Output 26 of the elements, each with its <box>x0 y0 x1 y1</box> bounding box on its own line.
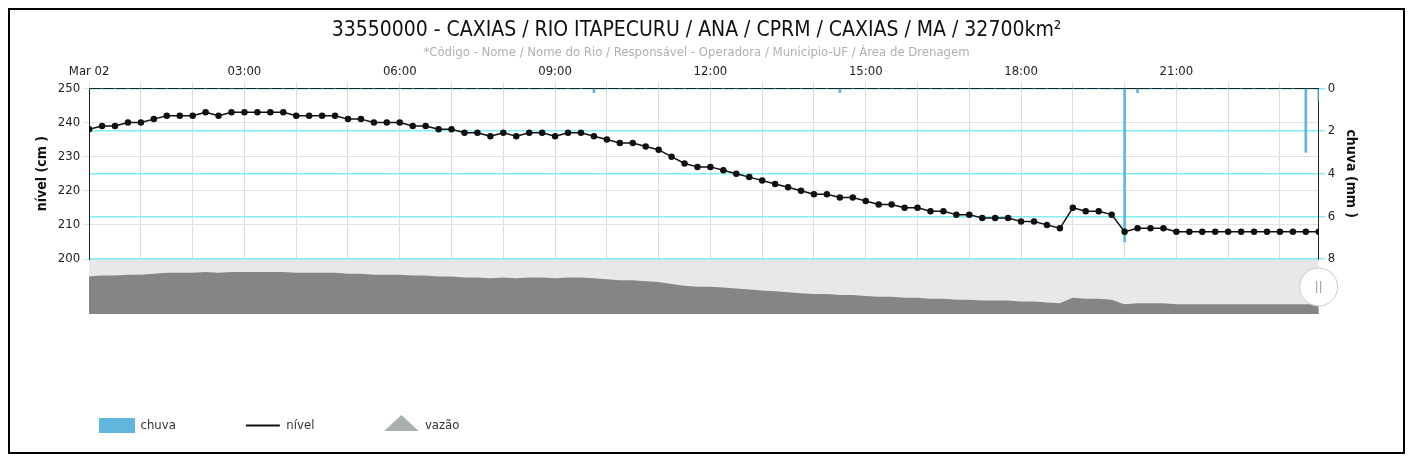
y-tick-label: 220 <box>57 182 81 198</box>
x-tick-label: Mar 02 <box>68 62 110 78</box>
x-tick-label: 06:00 <box>382 62 417 78</box>
legend-label: chuva <box>140 416 176 432</box>
y2-tick-label: 4 <box>1327 165 1336 181</box>
x-tick-label: 18:00 <box>1004 62 1038 78</box>
y-tick-label: 250 <box>57 79 81 95</box>
y2-tick-label: 0 <box>1327 79 1336 95</box>
x-tick-label: 09:00 <box>538 62 572 78</box>
x-tick-label: 03:00 <box>227 62 262 78</box>
y-tick-label: 210 <box>57 216 81 232</box>
legend-label: vazão <box>424 416 460 432</box>
y-axis-title: nível (cm ) <box>33 136 50 212</box>
x-tick-label: 21:00 <box>1159 62 1194 78</box>
y-tick-label: 200 <box>57 250 81 266</box>
y-tick-label: 230 <box>57 148 81 164</box>
y2-axis-title: chuva (mm ) <box>1343 129 1360 219</box>
x-tick-label: 15:00 <box>848 62 883 78</box>
chart-subtitle: *Código - Nome / Nome do Rio / Responsável - Operadora / Municipio-UF / Área de Drenagem <box>423 44 970 60</box>
legend-label: nível <box>286 416 315 432</box>
y2-tick-label: 2 <box>1327 122 1336 138</box>
y2-tick-label: 6 <box>1327 207 1336 223</box>
y2-tick-label: 8 <box>1327 250 1336 266</box>
y-tick-label: 240 <box>57 113 81 129</box>
chart-title: 33550000 - CAXIAS / RIO ITAPECURU / ANA / CPRM / CAXIAS / MA / 32700km² <box>331 17 1062 42</box>
x-tick-label: 12:00 <box>693 62 728 78</box>
